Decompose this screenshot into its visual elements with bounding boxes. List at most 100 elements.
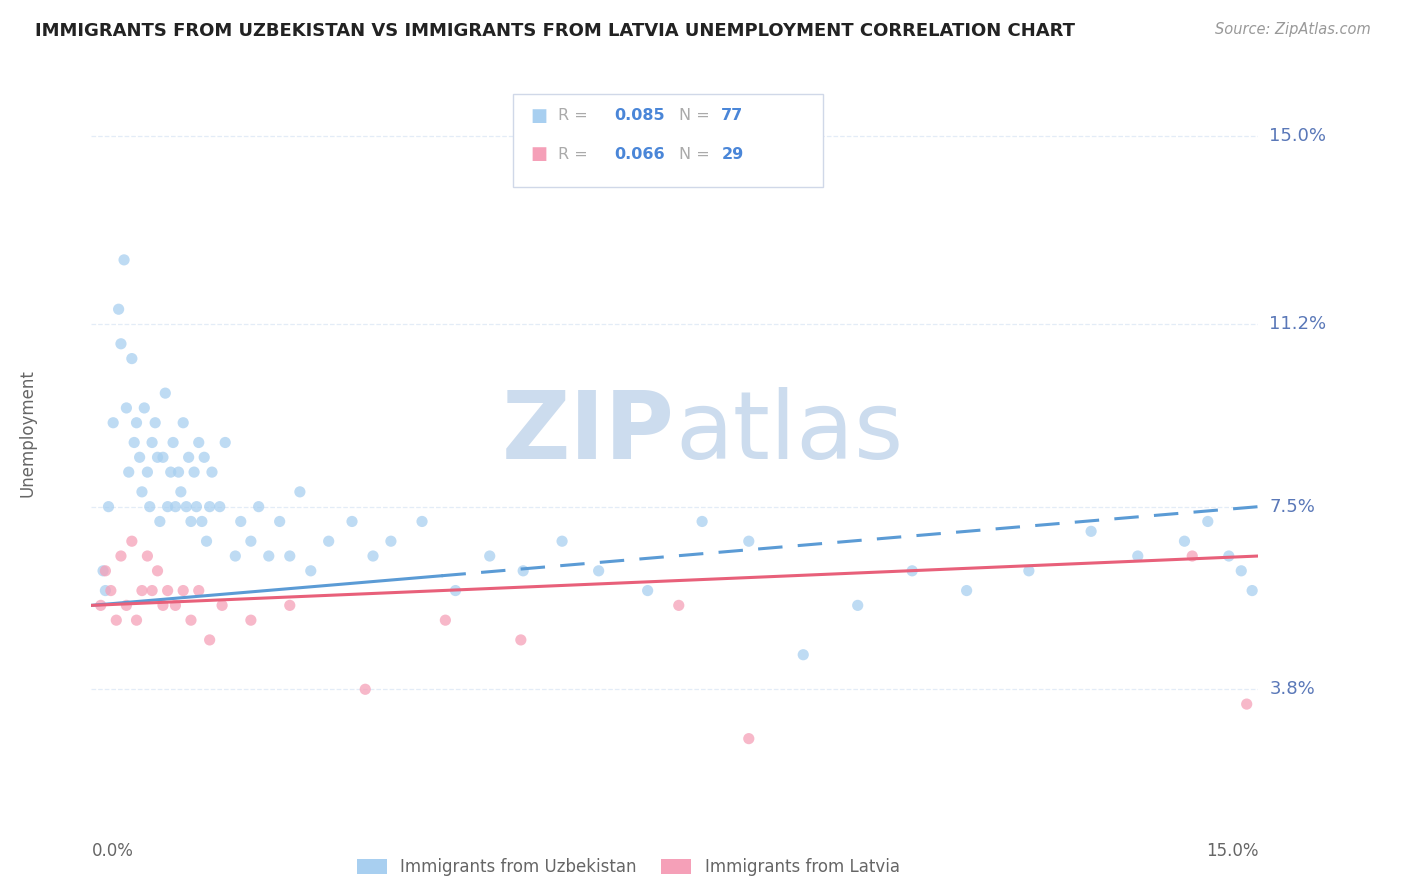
Point: [125, 613, 148, 627]
Point: [269, 515, 291, 529]
Point: [1080, 524, 1102, 539]
Point: [155, 386, 177, 401]
Text: ZIP: ZIP: [502, 386, 675, 479]
Text: 3.8%: 3.8%: [1270, 681, 1315, 698]
Point: [146, 564, 169, 578]
Point: [361, 549, 384, 563]
Point: [180, 613, 202, 627]
Point: [152, 599, 174, 613]
Point: [136, 465, 159, 479]
Point: [198, 632, 221, 647]
Point: [187, 435, 209, 450]
Point: [411, 515, 433, 529]
Point: [156, 583, 179, 598]
Point: [444, 583, 467, 598]
Point: [170, 484, 193, 499]
Text: ■: ■: [530, 145, 547, 163]
Point: [901, 564, 924, 578]
Text: 0.085: 0.085: [614, 109, 665, 123]
Point: [690, 515, 713, 529]
Text: N =: N =: [679, 109, 716, 123]
Point: [110, 549, 132, 563]
Point: [134, 401, 156, 415]
Point: [229, 515, 252, 529]
Point: [792, 648, 814, 662]
Text: 0.0%: 0.0%: [91, 842, 134, 860]
Point: [247, 500, 270, 514]
Point: [165, 599, 187, 613]
Point: [288, 484, 311, 499]
Point: [118, 465, 141, 479]
Point: [257, 549, 280, 563]
Point: [278, 549, 301, 563]
Point: [478, 549, 501, 563]
Point: [146, 450, 169, 465]
Point: [128, 450, 150, 465]
Point: [956, 583, 979, 598]
Point: [176, 500, 198, 514]
Point: [512, 564, 534, 578]
Point: [1197, 515, 1219, 529]
Point: [115, 599, 138, 613]
Point: [318, 534, 340, 549]
Point: [131, 583, 153, 598]
Point: [94, 583, 117, 598]
Point: [637, 583, 659, 598]
Point: [193, 450, 215, 465]
Point: [152, 450, 174, 465]
Text: Unemployment: Unemployment: [18, 368, 37, 497]
Point: [187, 583, 209, 598]
Point: [110, 336, 132, 351]
Point: [165, 500, 187, 514]
Point: [136, 549, 159, 563]
Point: [551, 534, 574, 549]
Point: [191, 515, 214, 529]
Point: [1018, 564, 1040, 578]
Point: [131, 484, 153, 499]
Point: [172, 416, 194, 430]
Point: [100, 583, 122, 598]
Point: [101, 416, 124, 430]
Point: [224, 549, 246, 563]
Point: [121, 534, 143, 549]
Point: [107, 302, 129, 317]
Point: [1126, 549, 1149, 563]
Point: [738, 731, 761, 746]
Point: [186, 500, 208, 514]
Point: [90, 599, 112, 613]
Point: [239, 613, 262, 627]
Point: [738, 534, 761, 549]
Point: [201, 465, 224, 479]
Text: IMMIGRANTS FROM UZBEKISTAN VS IMMIGRANTS FROM LATVIA UNEMPLOYMENT CORRELATION CH: IMMIGRANTS FROM UZBEKISTAN VS IMMIGRANTS…: [35, 22, 1076, 40]
Text: ■: ■: [530, 107, 547, 125]
Point: [138, 500, 162, 514]
Text: 77: 77: [721, 109, 744, 123]
Point: [94, 564, 117, 578]
Point: [115, 401, 138, 415]
Point: [1241, 583, 1264, 598]
Point: [1218, 549, 1240, 563]
Point: [198, 500, 221, 514]
Point: [509, 632, 531, 647]
Text: 11.2%: 11.2%: [1270, 315, 1327, 333]
Point: [278, 599, 301, 613]
Text: Source: ZipAtlas.com: Source: ZipAtlas.com: [1215, 22, 1371, 37]
Point: [172, 583, 194, 598]
Legend: Immigrants from Uzbekistan, Immigrants from Latvia: Immigrants from Uzbekistan, Immigrants f…: [357, 858, 900, 876]
Point: [1236, 697, 1258, 711]
Point: [97, 500, 120, 514]
Point: [239, 534, 262, 549]
Point: [434, 613, 457, 627]
Point: [195, 534, 218, 549]
Point: [149, 515, 172, 529]
Point: [1173, 534, 1195, 549]
Point: [159, 465, 181, 479]
Text: N =: N =: [679, 147, 716, 161]
Point: [167, 465, 190, 479]
Point: [380, 534, 402, 549]
Point: [91, 564, 114, 578]
Point: [668, 599, 690, 613]
Point: [211, 599, 233, 613]
Point: [208, 500, 231, 514]
Point: [143, 416, 166, 430]
